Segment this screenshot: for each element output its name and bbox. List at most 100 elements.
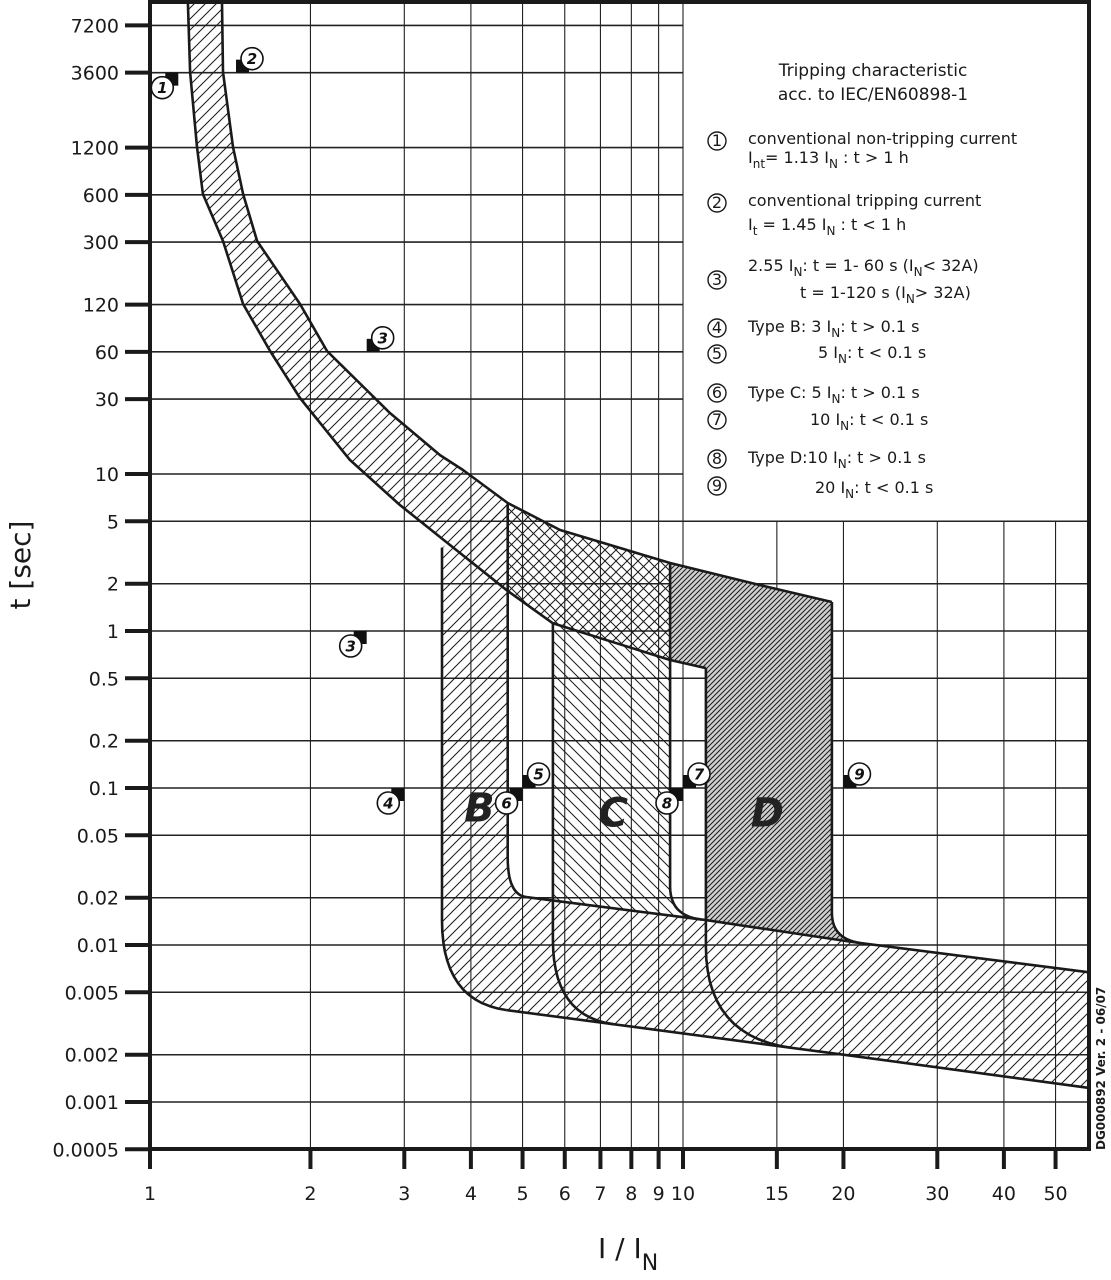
type-c-inner-edge: [668, 563, 702, 921]
type-c-outer-edge: [551, 623, 614, 1026]
x-tick-label: 4: [465, 1183, 477, 1205]
legend-item-3: 3 2.55 IN: t = 1- 60 s (IN< 32A) t = 1-120…: [707, 256, 979, 306]
legend-number: 2: [712, 193, 722, 212]
legend-number: 5: [712, 344, 722, 363]
chart-subtitle: acc. to IEC/EN60898-1: [778, 85, 968, 105]
y-tick-label: 120: [83, 295, 119, 317]
marker-circle-icon: [370, 326, 395, 350]
legend-number: 8: [712, 449, 722, 468]
marker-2: 2: [236, 46, 264, 73]
legend-text: I: [748, 148, 753, 167]
y-tick-label: 30: [95, 389, 119, 411]
legend-subscript: N: [914, 265, 923, 279]
y-tick-label: 0.002: [65, 1045, 119, 1067]
marker-9: 9: [843, 762, 872, 788]
y-tick-label: 0.005: [65, 982, 119, 1004]
type-d-region: [670, 563, 861, 943]
x-tick-label: 3: [398, 1183, 410, 1205]
legend-item-2: 2 conventional tripping current It = 1.45 …: [707, 191, 981, 238]
legend-text: : t < 0.1 s: [847, 343, 926, 362]
x-tick-label: 20: [831, 1183, 855, 1205]
legend-text: > 32A): [915, 283, 971, 302]
legend-text-line: Type B: 3 IN: t > 0.1 s: [747, 317, 919, 340]
legend-text: Type C: 5 I: [747, 383, 831, 402]
legend-item-8: 8 Type D:10 IN: t > 0.1 s: [707, 448, 926, 471]
marker-circle-icon: [338, 634, 363, 658]
marker-number: 3: [345, 638, 355, 656]
y-tick-label: 0.2: [89, 731, 119, 753]
marker-circle-icon: [526, 762, 551, 786]
x-tick-label: 5: [517, 1183, 529, 1205]
marker-number: 1: [157, 79, 167, 97]
type-b-and-instantaneous-region: [442, 503, 1090, 1088]
legend-subscript: N: [829, 157, 838, 171]
x-axis-label-main: I / I: [598, 1232, 642, 1265]
marker-number: 8: [662, 795, 672, 813]
legend-text-line: conventional tripping current: [748, 191, 981, 210]
marker-1: 1: [150, 72, 179, 100]
legend-item-7: 7 10 IN: t < 0.1 s: [707, 410, 928, 433]
x-tick-label: 8: [625, 1183, 637, 1205]
legend-number-circle-icon: [707, 476, 727, 496]
thermal-upper-curve: [220, 2, 833, 604]
y-tick-label: 0.5: [89, 668, 119, 690]
type-label-d: D: [751, 790, 784, 836]
legend-text: : t > 0.1 s: [840, 383, 919, 402]
legend-text: : t = 1- 60 s (I: [802, 256, 913, 275]
legend-number: 3: [712, 270, 722, 289]
legend-text: : t < 0.1 s: [849, 410, 928, 429]
legend-subscript: N: [831, 392, 840, 406]
y-tick-label: 1: [107, 621, 119, 643]
instantaneous-upper-line: [526, 895, 1090, 974]
legend-text: : t > 0.1 s: [840, 317, 919, 336]
legend-text-line: Type C: 5 IN: t > 0.1 s: [747, 383, 920, 406]
legend-text: Type B: 3 I: [747, 317, 831, 336]
marker-5: 5: [522, 762, 551, 788]
legend-text-line: 5 IN: t < 0.1 s: [818, 343, 926, 366]
marker-6: 6: [494, 788, 523, 815]
instantaneous-lower-line: [506, 1008, 1090, 1090]
legend-number: 7: [712, 410, 722, 429]
legend-number-circle-icon: [707, 383, 727, 403]
x-axis-label-sub: N: [642, 1251, 658, 1276]
marker-7: 7: [683, 762, 711, 788]
x-axis-label: I / IN: [598, 1232, 658, 1276]
legend-text: : t > 0.1 s: [847, 448, 926, 467]
marker-8: 8: [655, 788, 683, 815]
marker-circle-icon: [240, 46, 264, 71]
legend-subscript: nt: [753, 157, 766, 171]
type-c-region: [507, 503, 701, 920]
markers: 1 2 3 3 4 5 6 7 8 9: [150, 46, 872, 815]
legend-text: : t > 1 h: [838, 148, 909, 167]
chart-title: Tripping characteristic: [778, 61, 968, 81]
legend-text: t = 1-120 s (I: [800, 283, 906, 302]
marker-circle-icon: [376, 791, 401, 815]
y-tick-label: 0.01: [77, 935, 119, 957]
legend-subscript: N: [906, 292, 915, 306]
y-tick-label: 600: [83, 185, 119, 207]
x-tick-label: 2: [304, 1183, 316, 1205]
legend-subscript: t: [753, 224, 758, 238]
legend-text: < 32A): [923, 256, 979, 275]
marker-number: 7: [694, 766, 705, 784]
legend-text: : t < 0.1 s: [854, 478, 933, 497]
type-d-outer-edge: [704, 668, 793, 1050]
legend-item-9: 9 20 IN: t < 0.1 s: [707, 476, 933, 501]
legend-item-4: 4 Type B: 3 IN: t > 0.1 s: [707, 317, 919, 340]
legend-text: = 1.13 I: [765, 148, 829, 167]
legend-text: 5 I: [818, 343, 838, 362]
y-tick-label: 5: [107, 511, 119, 533]
legend-number-circle-icon: [707, 318, 727, 338]
y-tick-label: 300: [83, 232, 119, 254]
y-axis-label: t [sec]: [4, 521, 37, 610]
type-b-outer-edge: [440, 547, 507, 1012]
legend-subscript: N: [793, 265, 802, 279]
marker-number: 9: [854, 766, 864, 784]
marker-circle-icon: [687, 762, 711, 786]
x-tick-label: 6: [559, 1183, 571, 1205]
y-tick-label: 0.0005: [53, 1139, 119, 1161]
legend-text: I: [748, 215, 753, 234]
legend-text-line: 2.55 IN: t = 1- 60 s (IN< 32A): [748, 256, 979, 279]
x-tick-label: 1: [144, 1183, 156, 1205]
marker-circle-icon: [655, 791, 679, 815]
